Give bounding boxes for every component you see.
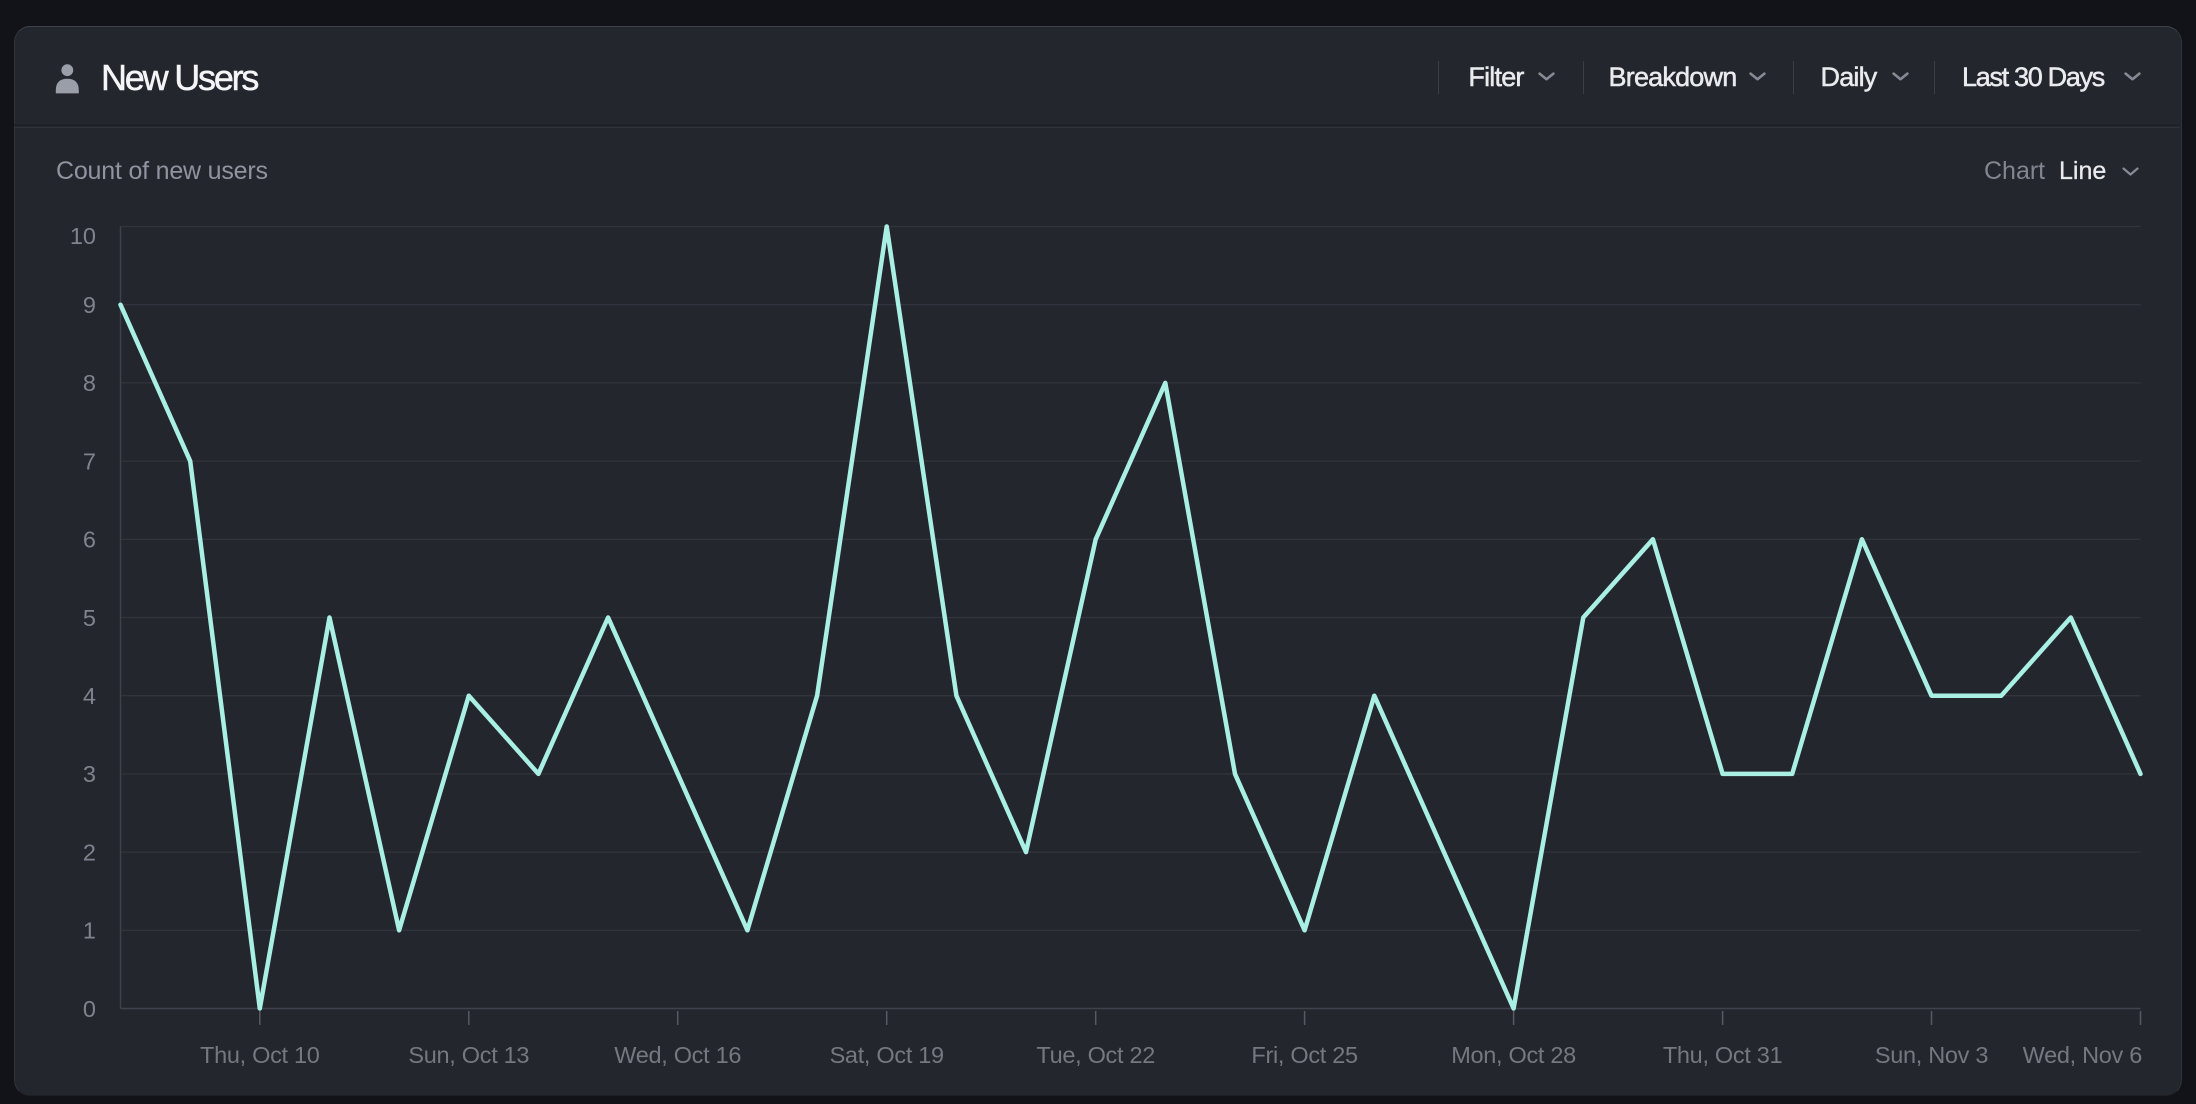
svg-text:Wed, Oct 16: Wed, Oct 16 — [614, 1042, 741, 1068]
svg-text:3: 3 — [83, 761, 96, 787]
svg-text:9: 9 — [83, 292, 96, 318]
svg-text:8: 8 — [83, 370, 96, 396]
svg-text:1: 1 — [83, 918, 96, 944]
svg-text:5: 5 — [83, 605, 96, 631]
svg-text:7: 7 — [83, 448, 96, 474]
svg-text:0: 0 — [83, 996, 96, 1022]
svg-text:Tue, Oct 22: Tue, Oct 22 — [1036, 1042, 1155, 1068]
svg-text:6: 6 — [83, 527, 96, 553]
svg-text:10: 10 — [70, 223, 96, 249]
svg-text:Mon, Oct 28: Mon, Oct 28 — [1451, 1042, 1576, 1068]
svg-text:2: 2 — [83, 839, 96, 865]
svg-text:Wed, Nov 6: Wed, Nov 6 — [2023, 1042, 2143, 1068]
svg-text:Sun, Nov 3: Sun, Nov 3 — [1875, 1042, 1988, 1068]
svg-text:Sun, Oct 13: Sun, Oct 13 — [408, 1042, 529, 1068]
svg-text:Thu, Oct 10: Thu, Oct 10 — [200, 1042, 320, 1068]
svg-text:Fri, Oct 25: Fri, Oct 25 — [1251, 1042, 1358, 1068]
svg-text:Sat, Oct 19: Sat, Oct 19 — [830, 1042, 944, 1068]
svg-text:4: 4 — [83, 683, 96, 709]
svg-text:Thu, Oct 31: Thu, Oct 31 — [1663, 1042, 1782, 1068]
